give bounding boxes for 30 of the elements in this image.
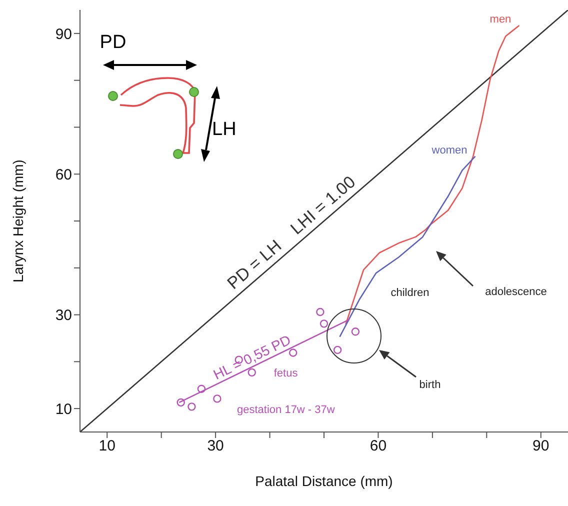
y-axis-title: Larynx Height (mm) <box>10 160 26 282</box>
point <box>288 348 298 357</box>
series-label: men <box>490 13 512 26</box>
point <box>197 384 206 393</box>
annotation: LH <box>212 119 236 140</box>
point <box>333 346 342 354</box>
point <box>248 368 256 377</box>
point <box>351 328 360 336</box>
point <box>316 308 324 316</box>
annotation: adolescence <box>485 286 547 298</box>
x-axis-title: Palatal Distance (mm) <box>255 473 393 489</box>
point <box>320 320 328 328</box>
x-tick-label: 10 <box>98 438 116 455</box>
point <box>188 402 196 411</box>
annotation: PD <box>100 32 126 53</box>
x-tick-label: 60 <box>370 438 387 455</box>
point <box>213 394 222 403</box>
annotation: gestation 17w - 37w <box>237 404 335 416</box>
x-tick-label: 90 <box>532 438 550 455</box>
text: PD = LH LHI = 1.00 <box>224 172 360 293</box>
annotation: birth <box>419 379 441 391</box>
series-label: women <box>430 144 468 156</box>
x-tick-label: 30 <box>207 438 224 455</box>
y-tick-label: 10 <box>55 400 72 418</box>
y-tick-label: 30 <box>55 307 72 324</box>
point <box>176 398 185 407</box>
series-label: fetus <box>274 367 298 380</box>
y-tick-label: 90 <box>55 26 72 43</box>
y-tick-label: 60 <box>55 166 72 184</box>
annotation: children <box>390 287 430 299</box>
